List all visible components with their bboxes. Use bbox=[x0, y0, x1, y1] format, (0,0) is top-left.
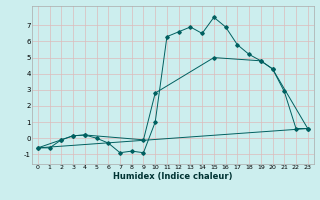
X-axis label: Humidex (Indice chaleur): Humidex (Indice chaleur) bbox=[113, 172, 233, 181]
